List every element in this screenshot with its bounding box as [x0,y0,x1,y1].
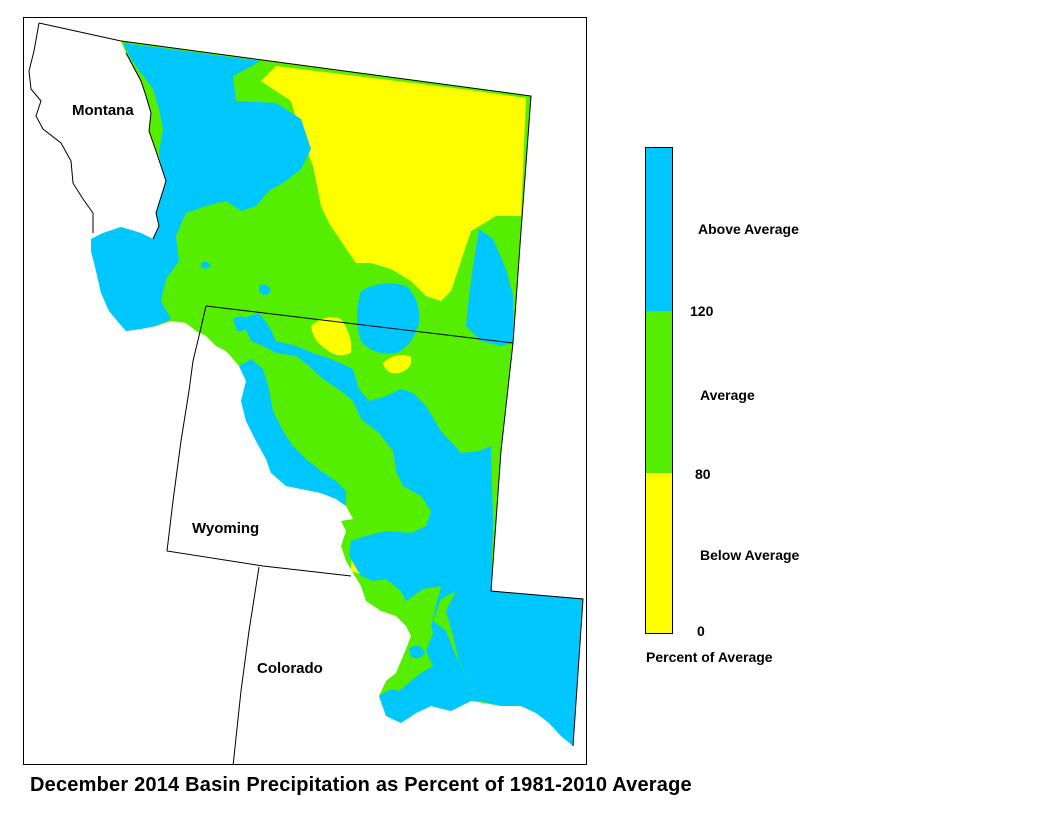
region-above-west [91,43,311,331]
region-above-central [241,313,493,723]
region-above-small4 [409,645,425,659]
legend-break-0: 0 [697,623,705,639]
wyoming-boundary [166,305,514,577]
legend-break-120: 120 [690,303,714,319]
region-above-small3 [201,261,211,269]
legend-label-above: Above Average [698,221,799,237]
state-label-colorado: Colorado [257,660,323,677]
legend-swatch-average [646,311,672,473]
region-above-lake [357,283,420,354]
region-above-east [466,229,513,346]
legend-label-below: Below Average [700,547,800,563]
region-above-small2 [233,316,249,332]
region-above-small1 [259,284,271,295]
region-below-spot2 [383,355,412,374]
legend-color-bar [645,147,673,634]
region-above-lowerwest [239,359,346,506]
region-above-south [446,591,583,746]
legend-break-80: 80 [695,466,711,482]
state-label-wyoming: Wyoming [192,520,260,537]
colorado-boundary [232,566,260,764]
legend-caption: Percent of Average [646,649,773,665]
legend-swatch-below [646,473,672,633]
legend-label-average: Average [700,387,755,403]
legend-swatch-above [646,148,672,311]
map-title: December 2014 Basin Precipitation as Per… [30,774,692,796]
region-below-spot1 [311,317,352,356]
map-frame: Montana Wyoming Colorado [23,17,587,765]
state-label-montana: Montana [72,102,134,119]
montana-boundary [28,22,167,240]
region-below-north [261,66,526,301]
basin-outline [120,40,584,747]
basin-map [28,22,584,764]
